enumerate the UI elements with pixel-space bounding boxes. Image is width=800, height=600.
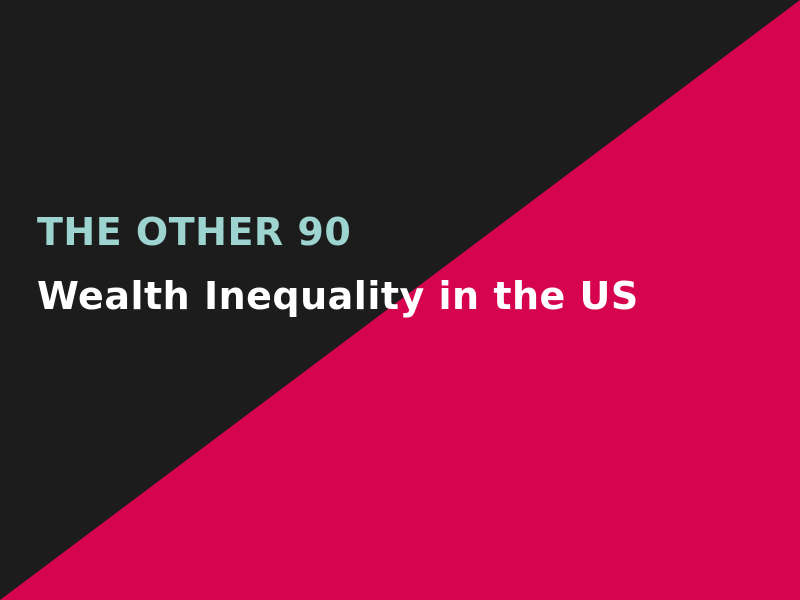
title-block: THE OTHER 90 Wealth Inequality in the US [37,213,777,315]
slide-kicker: THE OTHER 90 [37,210,352,254]
slide-headline: Wealth Inequality in the US [37,274,639,318]
